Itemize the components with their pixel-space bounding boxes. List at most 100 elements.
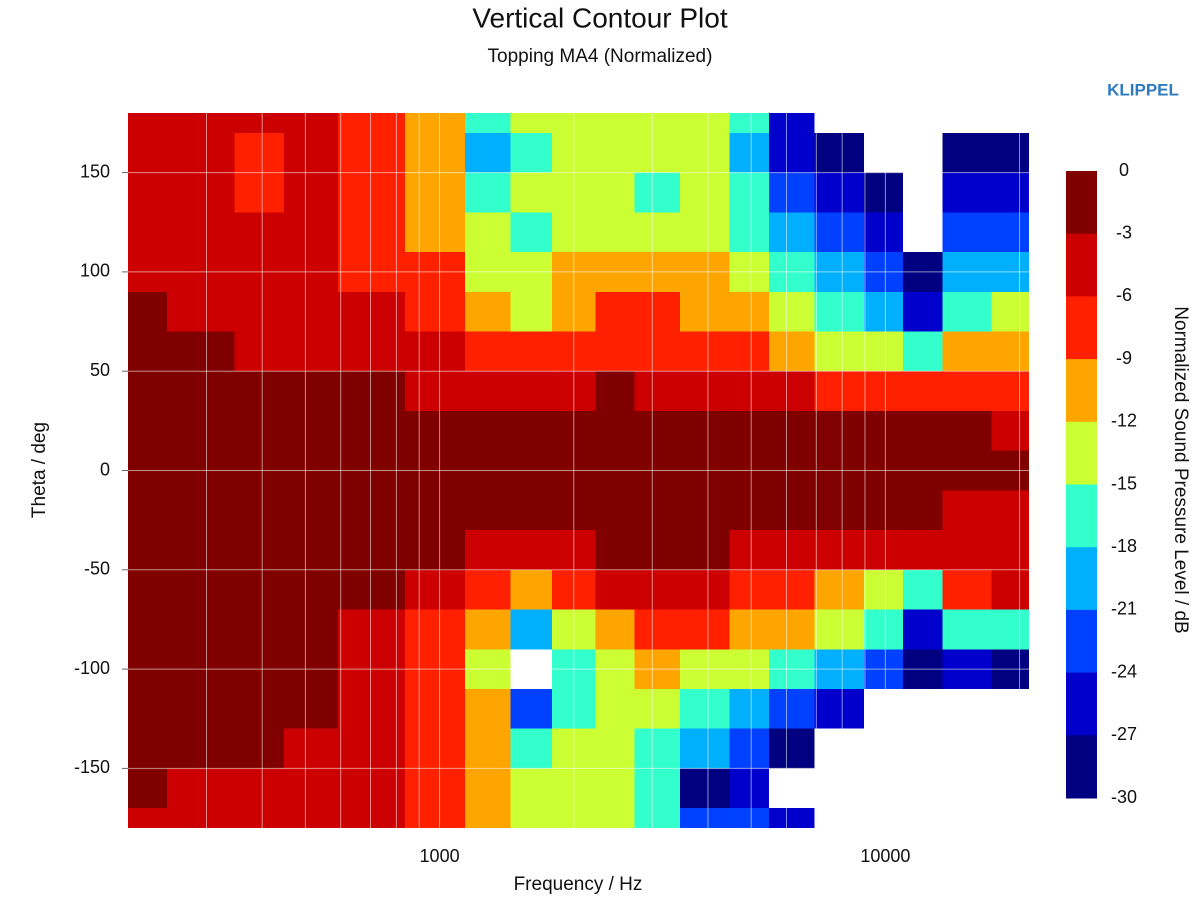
contour-cell <box>283 728 339 770</box>
contour-cell <box>464 569 512 611</box>
colorbar-tick-label: -18 <box>1111 536 1137 556</box>
contour-cell <box>128 768 168 809</box>
contour-cell <box>128 371 168 412</box>
contour-cell <box>283 291 339 333</box>
contour-cell <box>595 371 636 412</box>
contour-cell <box>814 212 865 253</box>
contour-cell <box>991 291 1029 333</box>
contour-cell <box>903 331 943 372</box>
contour-cell <box>729 371 770 412</box>
contour-cell <box>814 331 865 372</box>
contour-cell <box>167 609 235 650</box>
contour-cell <box>903 688 943 730</box>
chart-subtitle: Topping MA4 (Normalized) <box>488 46 713 67</box>
contour-cell <box>903 490 943 531</box>
contour-cell <box>167 132 235 174</box>
contour-cell <box>234 530 285 571</box>
contour-cell <box>729 728 770 770</box>
contour-cell <box>405 212 466 253</box>
contour-cell <box>863 172 904 213</box>
contour-cell <box>283 609 339 650</box>
contour-cell <box>814 410 865 452</box>
contour-cell <box>942 132 993 174</box>
contour-cell <box>991 569 1029 611</box>
contour-cell <box>337 530 406 571</box>
colorbar-band <box>1066 171 1097 235</box>
contour-cell <box>814 530 865 571</box>
contour-cell <box>283 132 339 174</box>
contour-cell <box>510 371 553 412</box>
contour-cell <box>680 569 731 611</box>
contour-cell <box>634 371 681 412</box>
contour-cell <box>814 728 865 770</box>
contour-cell <box>634 530 681 571</box>
contour-cell <box>405 688 466 730</box>
contour-cell <box>680 728 731 770</box>
contour-cell <box>863 132 904 174</box>
contour-cell <box>337 688 406 730</box>
colorbar-tick-label: -21 <box>1111 599 1137 619</box>
colorbar-tick-label: -24 <box>1111 661 1137 681</box>
contour-cell <box>942 410 993 452</box>
contour-cell <box>464 768 512 809</box>
contour-cell <box>768 113 815 134</box>
contour-cell <box>595 530 636 571</box>
contour-cell <box>464 490 512 531</box>
x-tick-label: 10000 <box>860 846 910 866</box>
contour-cell <box>729 768 770 809</box>
contour-cell <box>167 212 235 253</box>
contour-cell <box>814 371 865 412</box>
contour-cell <box>942 728 993 770</box>
contour-cell <box>510 291 553 333</box>
contour-cell <box>337 728 406 770</box>
contour-cell <box>510 331 553 372</box>
contour-cell <box>595 410 636 452</box>
contour-cell <box>768 688 815 730</box>
contour-cell <box>128 530 168 571</box>
contour-cell <box>595 688 636 730</box>
contour-cell <box>167 331 235 372</box>
contour-cell <box>595 113 636 134</box>
contour-cell <box>634 331 681 372</box>
contour-cell <box>510 530 553 571</box>
contour-cell <box>729 331 770 372</box>
contour-cell <box>595 768 636 809</box>
contour-cell <box>863 609 904 650</box>
watermark: KLIPPEL <box>1107 80 1179 99</box>
colorbar-band <box>1066 484 1097 548</box>
contour-cell <box>991 113 1029 134</box>
contour-cell <box>283 212 339 253</box>
contour-cell <box>863 371 904 412</box>
contour-cell <box>863 768 904 809</box>
contour-cell <box>405 808 466 828</box>
contour-cell <box>814 291 865 333</box>
contour-cell <box>863 808 904 828</box>
contour-cell <box>991 490 1029 531</box>
contour-cell <box>595 728 636 770</box>
contour-cell <box>405 728 466 770</box>
contour-cell <box>768 808 815 828</box>
contour-cell <box>595 132 636 174</box>
contour-cell <box>595 291 636 333</box>
contour-cell <box>510 768 553 809</box>
contour-cell <box>942 609 993 650</box>
contour-cell <box>903 569 943 611</box>
contour-cell <box>903 113 943 134</box>
contour-cell <box>814 490 865 531</box>
contour-cell <box>234 808 285 828</box>
contour-cell <box>991 331 1029 372</box>
contour-cell <box>595 490 636 531</box>
contour-cell <box>234 113 285 134</box>
contour-cell <box>595 331 636 372</box>
contour-cell <box>234 768 285 809</box>
contour-cell <box>337 132 406 174</box>
contour-cell <box>634 291 681 333</box>
contour-cell <box>768 331 815 372</box>
contour-cell <box>510 609 553 650</box>
contour-cell <box>283 688 339 730</box>
contour-cell <box>680 530 731 571</box>
contour-cell <box>128 291 168 333</box>
contour-cell <box>283 490 339 531</box>
contour-cell <box>234 728 285 770</box>
contour-cell <box>510 410 553 452</box>
